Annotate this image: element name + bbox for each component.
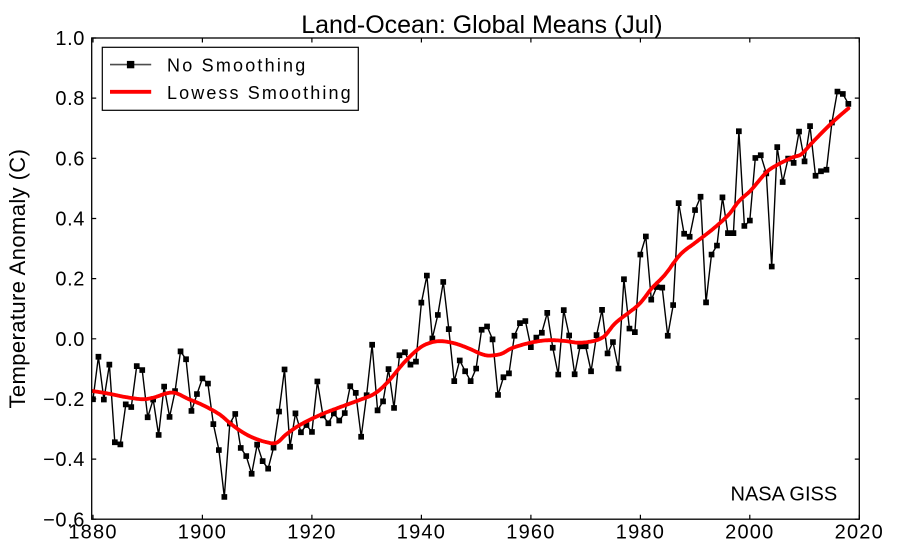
svg-text:−0.6: −0.6 xyxy=(43,509,85,531)
svg-text:2020: 2020 xyxy=(835,522,884,544)
svg-text:0.8: 0.8 xyxy=(55,88,85,110)
svg-text:NASA GISS: NASA GISS xyxy=(731,483,838,505)
svg-text:2000: 2000 xyxy=(725,522,774,544)
svg-text:Temperature Anomaly (C): Temperature Anomaly (C) xyxy=(5,149,30,409)
svg-text:1880: 1880 xyxy=(68,522,117,544)
svg-text:1920: 1920 xyxy=(287,522,336,544)
svg-text:Land-Ocean: Global Means (Jul): Land-Ocean: Global Means (Jul) xyxy=(301,11,662,39)
svg-text:0.6: 0.6 xyxy=(55,148,85,170)
svg-text:No Smoothing: No Smoothing xyxy=(167,55,307,75)
svg-text:0.2: 0.2 xyxy=(55,269,85,291)
svg-text:Lowess Smoothing: Lowess Smoothing xyxy=(167,83,353,103)
svg-text:0.0: 0.0 xyxy=(55,329,85,351)
svg-text:0.4: 0.4 xyxy=(55,209,85,231)
svg-text:1940: 1940 xyxy=(397,522,446,544)
svg-text:1.0: 1.0 xyxy=(55,28,85,50)
svg-text:−0.2: −0.2 xyxy=(43,389,85,411)
svg-text:1900: 1900 xyxy=(178,522,227,544)
svg-text:1960: 1960 xyxy=(506,522,555,544)
svg-text:1980: 1980 xyxy=(616,522,665,544)
svg-text:−0.4: −0.4 xyxy=(43,449,85,471)
